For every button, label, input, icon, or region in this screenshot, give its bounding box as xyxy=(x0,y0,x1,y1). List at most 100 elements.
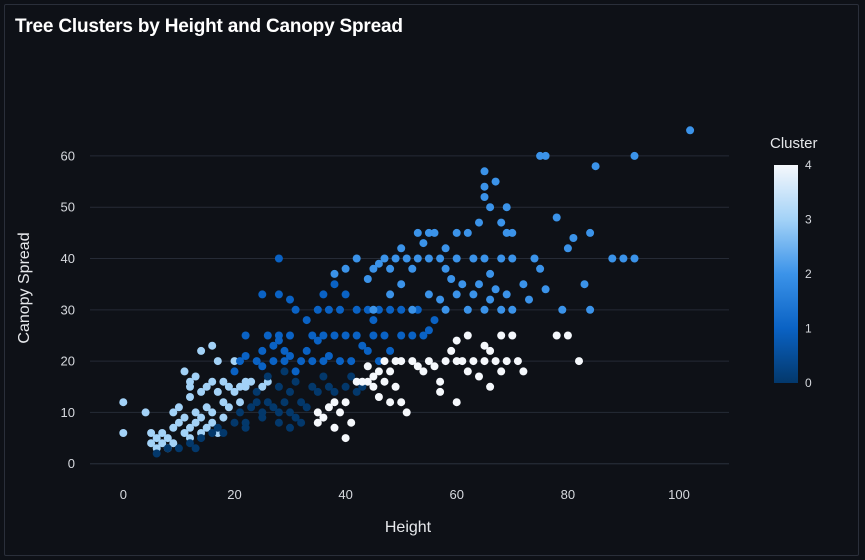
data-point-cluster-2 xyxy=(497,305,506,314)
data-point-cluster-2 xyxy=(475,218,483,227)
data-point-cluster-3 xyxy=(169,439,178,448)
data-point-cluster-1 xyxy=(308,331,317,340)
data-point-cluster-0 xyxy=(174,444,183,453)
data-point-cluster-0 xyxy=(280,367,289,376)
data-point-cluster-2 xyxy=(502,228,511,237)
tick-labels: 0 10 20 30 40 50 60 0 20 40 60 80 100 xyxy=(61,148,690,502)
data-point-cluster-2 xyxy=(491,177,500,186)
data-point-cluster-4 xyxy=(397,398,406,407)
data-point-cluster-1 xyxy=(302,346,311,355)
data-point-cluster-3 xyxy=(147,429,156,437)
data-point-cluster-0 xyxy=(297,398,306,407)
data-point-cluster-4 xyxy=(475,372,483,381)
data-point-cluster-1 xyxy=(419,331,428,340)
data-point-cluster-4 xyxy=(319,413,328,422)
data-point-cluster-4 xyxy=(363,377,372,386)
data-point-cluster-0 xyxy=(319,372,328,381)
data-point-cluster-2 xyxy=(486,269,495,278)
data-point-cluster-2 xyxy=(508,254,517,263)
data-point-cluster-0 xyxy=(163,444,172,453)
data-point-cluster-3 xyxy=(197,346,206,355)
data-point-cluster-3 xyxy=(208,341,217,350)
data-point-cluster-1 xyxy=(230,367,239,376)
data-point-cluster-2 xyxy=(441,244,450,253)
data-point-cluster-2 xyxy=(380,254,389,263)
data-point-cluster-1 xyxy=(313,305,322,314)
data-point-cluster-1 xyxy=(369,331,378,340)
data-point-cluster-4 xyxy=(436,377,445,386)
data-point-cluster-3 xyxy=(224,403,233,412)
data-point-cluster-2 xyxy=(502,290,511,299)
data-point-cluster-4 xyxy=(463,367,472,376)
data-point-cluster-1 xyxy=(313,336,322,345)
data-point-cluster-0 xyxy=(241,423,250,432)
data-point-cluster-3 xyxy=(152,434,161,443)
data-point-cluster-1 xyxy=(341,290,350,299)
data-point-cluster-3 xyxy=(208,418,217,427)
data-point-cluster-1 xyxy=(386,305,395,314)
data-point-cluster-3 xyxy=(191,408,200,417)
data-point-cluster-2 xyxy=(369,264,378,273)
data-point-cluster-2 xyxy=(519,280,528,289)
data-point-cluster-4 xyxy=(408,357,417,366)
data-point-cluster-0 xyxy=(324,382,333,391)
data-point-cluster-2 xyxy=(469,290,478,299)
data-point-cluster-2 xyxy=(608,254,617,263)
data-point-cluster-4 xyxy=(391,357,400,366)
data-point-cluster-3 xyxy=(230,357,239,366)
data-point-cluster-2 xyxy=(452,290,461,299)
colorbar-tick-label: 3 xyxy=(805,213,812,227)
data-point-cluster-1 xyxy=(424,326,433,335)
data-point-cluster-2 xyxy=(447,275,456,283)
data-point-cluster-3 xyxy=(186,393,194,401)
data-point-cluster-0 xyxy=(252,398,261,407)
data-point-cluster-2 xyxy=(580,280,589,289)
data-point-cluster-4 xyxy=(374,393,383,401)
data-point-cluster-0 xyxy=(330,387,339,396)
data-point-cluster-3 xyxy=(169,423,178,432)
data-point-cluster-4 xyxy=(486,346,495,355)
data-point-cluster-1 xyxy=(336,357,344,366)
data-point-cluster-3 xyxy=(213,357,222,366)
data-point-cluster-4 xyxy=(452,357,461,366)
data-point-cluster-3 xyxy=(219,398,228,407)
data-point-cluster-2 xyxy=(452,228,461,237)
colorbar-tick-label: 1 xyxy=(805,322,812,336)
colorbar xyxy=(774,165,798,383)
data-point-cluster-1 xyxy=(286,295,294,304)
data-point-cluster-4 xyxy=(386,367,395,376)
data-point-cluster-4 xyxy=(341,398,350,407)
data-point-cluster-4 xyxy=(575,357,583,366)
data-point-cluster-4 xyxy=(363,362,372,371)
data-point-cluster-1 xyxy=(397,305,406,314)
data-point-cluster-2 xyxy=(408,305,417,314)
data-point-cluster-1 xyxy=(324,352,333,360)
data-point-cluster-4 xyxy=(369,382,378,391)
data-point-cluster-0 xyxy=(191,444,200,453)
data-point-cluster-4 xyxy=(480,341,489,350)
data-point-cluster-2 xyxy=(508,228,517,237)
data-point-cluster-2 xyxy=(630,254,639,263)
data-point-cluster-0 xyxy=(286,408,294,417)
y-tick-label: 10 xyxy=(61,405,75,420)
data-point-cluster-2 xyxy=(491,285,500,294)
data-point-cluster-1 xyxy=(274,254,283,263)
data-point-cluster-3 xyxy=(163,434,172,443)
data-point-cluster-4 xyxy=(369,372,378,381)
chart-frame xyxy=(4,4,859,556)
data-point-cluster-0 xyxy=(208,429,217,437)
data-point-cluster-1 xyxy=(336,305,344,314)
data-point-cluster-3 xyxy=(186,423,194,432)
data-point-cluster-4 xyxy=(402,408,411,417)
data-point-cluster-2 xyxy=(463,228,472,237)
data-point-cluster-0 xyxy=(291,377,300,386)
data-point-cluster-4 xyxy=(313,408,322,417)
data-point-cluster-2 xyxy=(419,239,428,248)
data-point-cluster-4 xyxy=(374,367,383,376)
data-point-cluster-4 xyxy=(330,398,339,407)
data-point-cluster-2 xyxy=(452,254,461,263)
data-point-cluster-3 xyxy=(186,382,194,391)
data-point-cluster-0 xyxy=(302,403,311,412)
data-point-cluster-1 xyxy=(258,346,267,355)
